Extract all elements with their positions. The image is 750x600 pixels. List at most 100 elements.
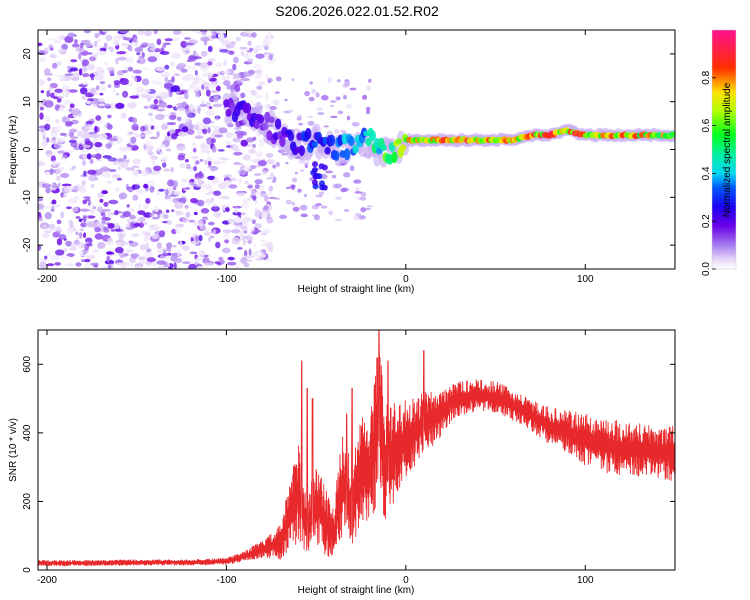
spectrogram-noise-blob [54,125,62,133]
spectrogram-noise-blob [349,165,355,172]
spectrogram-noise-blob [284,98,288,102]
spectrogram-noise-blob [51,184,61,189]
spectrogram-noise-blob [223,80,231,87]
spectrogram-noise-blob [177,131,188,137]
spectrogram-noise-blob [199,104,207,107]
spectrogram-noise-blob [114,229,124,232]
spectrogram-noise-blob [159,91,170,100]
spectrogram-noise-blob [184,50,190,54]
spectrogram-noise-blob [93,91,99,95]
spectrogram-noise-blob [184,205,189,209]
spectrogram-noise-blob [315,194,323,198]
spectrogram-noise-blob [139,44,148,48]
snr-y-tick-label: 600 [22,356,33,373]
spectrogram-ridge-core [312,161,318,168]
spectrogram-noise-blob [221,195,231,200]
spectrogram-noise-blob [92,248,100,253]
spectrogram-noise-blob [194,135,204,140]
colorbar-label: Normalized spectral amplitude [722,82,733,217]
spectrogram-noise-blob [70,59,78,63]
spectrogram-noise-blob [165,209,170,213]
spectrogram-noise-blob [133,265,143,269]
spectrogram-noise-blob [39,258,48,262]
spectrogram-noise-blob [227,256,235,261]
spectrogram-noise-blob [354,191,363,194]
spectrogram-noise-blob [341,187,349,192]
spectrogram-noise-blob [99,81,106,85]
spectrogram-noise-blob [109,46,115,53]
spectrogram-noise-blob [136,52,141,56]
spectrogram-noise-blob [205,101,211,108]
spectrogram-noise-blob [143,183,149,189]
spectrogram-noise-blob [292,206,300,212]
spectrogram-noise-blob [254,48,258,54]
spectrogram-noise-blob [100,87,107,92]
spectrogram-noise-blob [39,261,47,269]
spectrogram-noise-blob [124,253,129,257]
spectrogram-noise-blob [325,170,333,174]
spectrogram-noise-blob [138,260,147,265]
spectrogram-noise-blob [299,169,305,172]
spectrogram-noise-blob [80,222,88,228]
spectrogram-noise-blob [56,238,63,246]
spectrogram-noise-blob [159,230,166,238]
spectrogram-noise-blob [344,80,351,86]
spectrogram-noise-blob [221,157,230,161]
spectrogram-noise-blob [159,144,166,148]
spectrogram-noise-blob [116,51,126,55]
spectrogram-noise-blob [95,39,102,43]
spectrogram-noise-blob [207,83,218,89]
spectrogram-noise-blob [336,79,341,83]
spectrogram-noise-blob [331,174,337,179]
spectrogram-noise-blob [101,214,107,218]
spectrogram-noise-blob [205,89,211,97]
spectrogram-y-tick-label: 10 [22,96,33,108]
spectrogram-noise-blob [260,193,268,198]
spectrogram-noise-blob [248,47,254,52]
spectrogram-noise-blob [162,44,167,48]
spectrogram-noise-blob [189,104,194,112]
spectrogram-noise-blob [79,87,88,95]
spectrogram-noise-blob [155,54,160,58]
spectrogram-noise-blob [237,178,242,184]
spectrogram-ridge-core [287,131,295,142]
spectrogram-noise-blob [94,141,103,148]
spectrogram-noise-blob [59,132,66,136]
spectrogram-noise-blob [353,215,361,221]
spectrogram-noise-blob [202,217,208,221]
spectrogram-noise-blob [254,210,263,218]
spectrogram-noise-blob [137,210,146,216]
snr-y-axis-label: SNR (10 * v/v) [8,418,19,482]
spectrogram-y-tick-label: -10 [22,190,33,205]
spectrogram-noise-blob [105,240,115,246]
spectrogram-noise-blob [38,197,44,202]
spectrogram-noise-blob [135,188,146,195]
spectrogram-noise-blob [78,242,82,248]
spectrogram-noise-blob [110,229,116,232]
spectrogram-noise-blob [87,169,97,175]
spectrogram-noise-blob [115,92,120,96]
spectrogram-noise-blob [56,219,62,225]
spectrogram-noise-blob [90,133,100,139]
spectrogram-noise-blob [145,197,151,204]
spectrogram-noise-blob [70,242,77,249]
spectrogram-noise-blob [195,256,202,262]
spectrogram-noise-blob [210,89,219,93]
spectrogram-noise-blob [143,251,154,259]
spectrogram-noise-blob [240,50,244,56]
spectrogram-noise-blob [173,191,181,196]
spectrogram-noise-blob [190,156,199,160]
spectrogram-noise-blob [171,209,175,212]
spectrogram-noise-blob [266,210,271,213]
spectrogram-noise-blob [49,168,54,176]
spectrogram-noise-blob [141,78,150,86]
spectrogram-noise-blob [365,110,371,115]
spectrogram-noise-blob [107,210,111,218]
spectrogram-noise-blob [333,128,340,134]
spectrogram-noise-blob [330,115,338,119]
spectrogram-noise-blob [81,189,87,194]
spectrogram-noise-blob [184,117,190,122]
spectrogram-noise-blob [106,180,112,184]
spectrogram-noise-blob [207,156,211,161]
spectrogram-noise-blob [71,43,80,48]
